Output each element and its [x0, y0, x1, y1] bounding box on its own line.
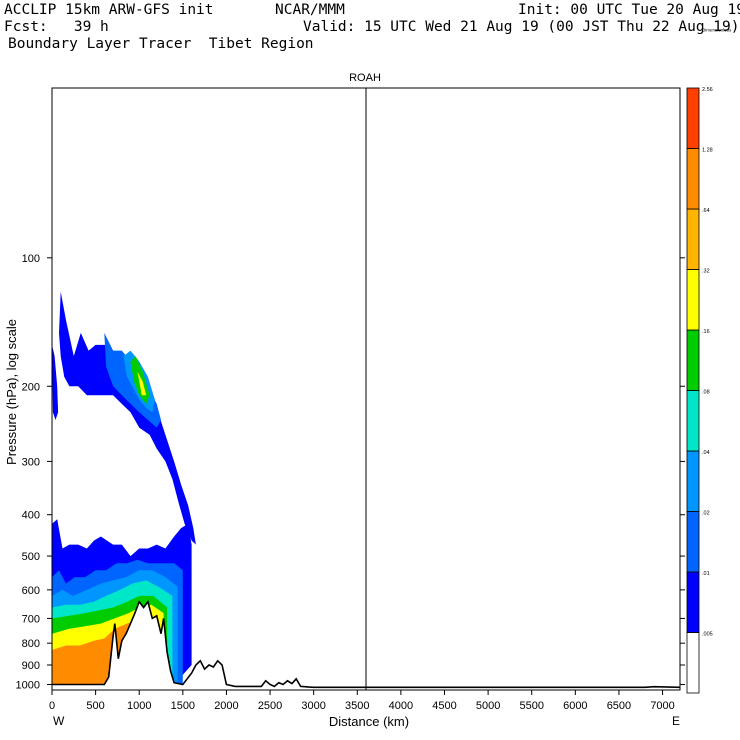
- y-tick-label-300: 300: [22, 456, 40, 468]
- colorbar-swatch-2: [686, 511, 700, 573]
- colorbar-swatch-1: [686, 571, 700, 633]
- x-tick-label-3500: 3500: [345, 700, 369, 712]
- x-tick-label-7000: 7000: [650, 700, 674, 712]
- y-tick-label-400: 400: [22, 510, 40, 522]
- tracer-region-4: [137, 371, 147, 396]
- tracer-region-0: [55, 291, 196, 545]
- tracer-region-5: [52, 344, 59, 420]
- x-tick-label-0: 0: [49, 700, 55, 712]
- colorbar-swatch-3: [686, 450, 700, 512]
- y-tick-label-1000: 1000: [16, 680, 40, 692]
- colorbar-label-1: .01: [702, 571, 710, 577]
- colorbar-swatch-9: [686, 87, 700, 149]
- y-tick-label-100: 100: [22, 253, 40, 265]
- colorbar: .005 .01 .02 .04 .08 .16 .32 .64 1.28 2.56 Dimensi…: [686, 28, 732, 694]
- y-tick-label-700: 700: [22, 613, 40, 625]
- y-tick-label-600: 600: [22, 585, 40, 597]
- colorbar-swatch-8: [686, 148, 700, 210]
- x-tick-label-500: 500: [86, 700, 104, 712]
- y-tick-label-900: 900: [22, 660, 40, 672]
- tracer-fill-layer: [52, 291, 196, 685]
- x-end-label-west: W: [53, 714, 65, 728]
- colorbar-label-7: .64: [702, 208, 710, 214]
- colorbar-swatch-4: [686, 390, 700, 452]
- x-tick-label-2500: 2500: [258, 700, 282, 712]
- header-model: ACCLIP 15km ARW-GFS init: [4, 2, 214, 18]
- header-fcst: Fcst: 39 h: [4, 19, 109, 35]
- colorbar-label-10: Dimensionless: [702, 28, 732, 33]
- header-valid: Valid: 15 UTC Wed 21 Aug 19 (00 JST Thu …: [303, 19, 740, 35]
- header-org: NCAR/MMM: [275, 2, 345, 18]
- x-tick-label-2000: 2000: [214, 700, 238, 712]
- y-tick-label-200: 200: [22, 381, 40, 393]
- y-tick-label-800: 800: [22, 638, 40, 650]
- header-init: Init: 00 UTC Tue 20 Aug 19: [518, 2, 740, 18]
- y-tick-label-500: 500: [22, 551, 40, 563]
- x-tick-label-4000: 4000: [389, 700, 413, 712]
- colorbar-swatch-0: [686, 632, 700, 694]
- x-axis-label: Distance (km): [329, 714, 409, 729]
- x-tick-label-5000: 5000: [476, 700, 500, 712]
- colorbar-label-8: 1.28: [702, 148, 713, 154]
- x-tick-label-6000: 6000: [563, 700, 587, 712]
- chart-title: ROAH: [349, 72, 381, 84]
- x-tick-label-1000: 1000: [127, 700, 151, 712]
- colorbar-swatch-6: [686, 269, 700, 331]
- colorbar-label-0: .005: [702, 632, 713, 638]
- colorbar-label-5: .16: [702, 329, 710, 335]
- x-tick-label-3000: 3000: [301, 700, 325, 712]
- terrain-layer: [52, 600, 681, 690]
- colorbar-label-2: .02: [702, 511, 710, 517]
- axes-layer: 0 500 1000 1500 2000 2500 3000 3500 4000 4500 5000…: [16, 87, 685, 712]
- colorbar-label-3: .04: [702, 450, 710, 456]
- y-axis-label: Pressure (hPa), log scale: [4, 319, 19, 465]
- terrain-mask: [52, 601, 680, 690]
- colorbar-label-6: .32: [702, 269, 710, 275]
- x-tick-label-4500: 4500: [432, 700, 456, 712]
- colorbar-swatch-5: [686, 329, 700, 391]
- header-subtitle: Boundary Layer Tracer Tibet Region: [8, 36, 314, 52]
- colorbar-label-4: .08: [702, 390, 710, 396]
- x-tick-label-1500: 1500: [171, 700, 195, 712]
- x-tick-label-6500: 6500: [607, 700, 631, 712]
- colorbar-label-9: 2.56: [702, 87, 713, 93]
- terrain-line: [52, 600, 681, 689]
- x-tick-label-5500: 5500: [519, 700, 543, 712]
- x-end-label-east: E: [672, 714, 680, 728]
- colorbar-swatch-7: [686, 208, 700, 270]
